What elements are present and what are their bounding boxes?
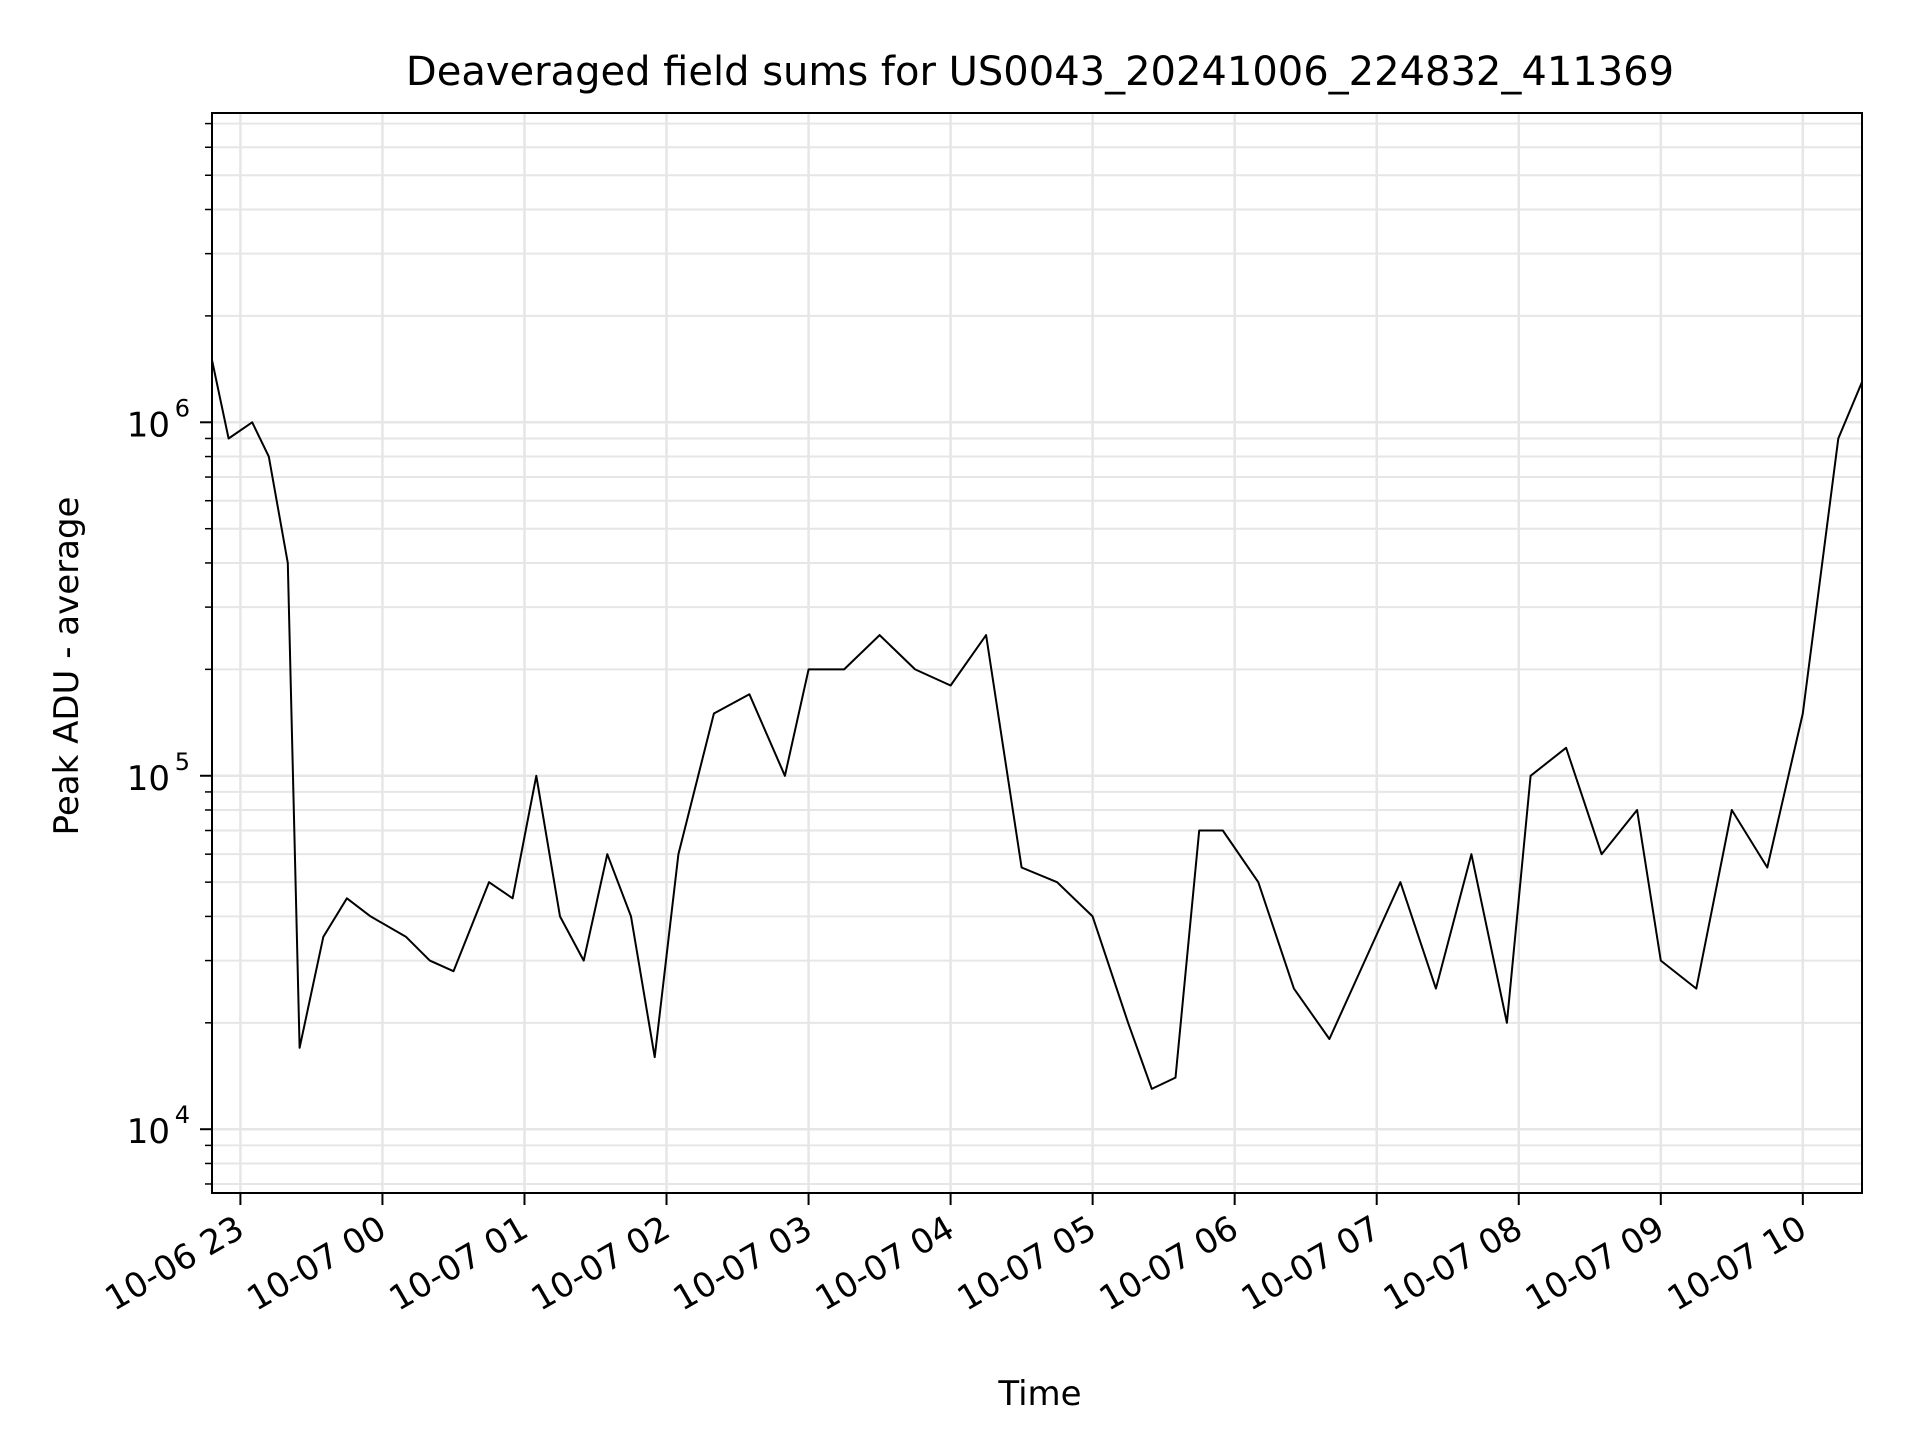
line-layer [211,359,1863,1090]
y-tick-label: 10 [127,759,170,799]
y-tick-label-exponent: 4 [175,1101,190,1129]
x-axis-label: Time [997,1374,1081,1414]
series-line [211,359,1863,1090]
chart-title: Deaveraged field sums for US0043_2024100… [406,49,1674,95]
y-tick-label: 10 [127,1112,170,1152]
y-tick-label: 10 [127,405,170,445]
y-axis-label: Peak ADU - average [47,497,87,836]
grid-layer [212,113,1862,1193]
y-tick-label-exponent: 5 [175,748,190,776]
y-tick-label-exponent: 6 [175,394,190,422]
plot-frame [211,112,1863,1194]
